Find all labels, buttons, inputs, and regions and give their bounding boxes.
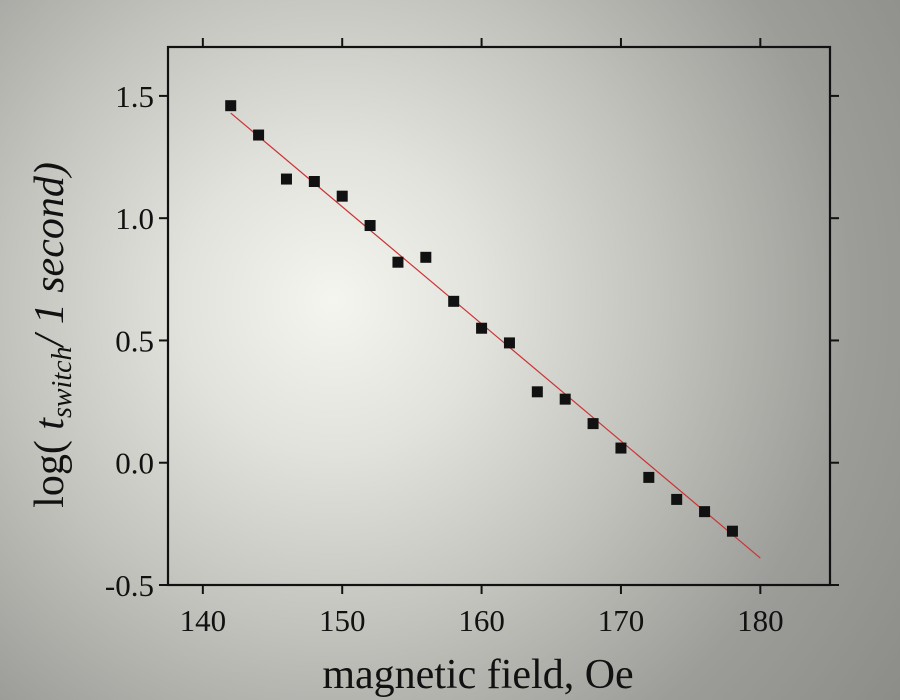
fit-line bbox=[230, 112, 761, 559]
y-tick-label: 1.0 bbox=[115, 201, 154, 236]
y-tick-label: -0.5 bbox=[105, 568, 154, 603]
data-point bbox=[308, 176, 320, 187]
y-tick-label: 0.5 bbox=[115, 323, 154, 358]
x-tick-label: 170 bbox=[598, 603, 645, 638]
data-point bbox=[280, 173, 292, 185]
fit-line-group bbox=[230, 112, 761, 559]
x-tick-label: 160 bbox=[458, 603, 505, 638]
data-point bbox=[420, 251, 432, 263]
x-tick-label: 140 bbox=[180, 603, 227, 638]
x-tick-label: 180 bbox=[737, 603, 784, 638]
data-point bbox=[671, 493, 683, 505]
data-point bbox=[253, 129, 265, 141]
data-point bbox=[336, 190, 348, 202]
y-axis-title: log( tswitch/ 1 second) bbox=[27, 162, 78, 508]
y-axis-title-variable: t bbox=[27, 417, 73, 430]
axis-ticks bbox=[159, 38, 839, 594]
tick-labels: 140 150 160 170 180 -0.5 0.0 0.5 1.0 1.5 bbox=[105, 79, 784, 638]
data-point bbox=[643, 471, 655, 483]
data-point bbox=[615, 442, 627, 454]
data-point bbox=[531, 386, 543, 398]
data-point bbox=[559, 393, 571, 405]
data-point bbox=[225, 100, 237, 112]
data-point bbox=[364, 220, 376, 232]
x-tick-label: 150 bbox=[319, 603, 366, 638]
data-point bbox=[726, 525, 738, 537]
x-axis-title: magnetic field, Oe bbox=[322, 652, 633, 698]
data-point bbox=[448, 295, 460, 307]
y-axis-title-suffix: / 1 second) bbox=[27, 162, 73, 348]
y-tick-label: 0.0 bbox=[115, 446, 154, 481]
data-points bbox=[225, 100, 738, 537]
data-point bbox=[392, 256, 404, 268]
y-axis-title-prefix: log( bbox=[27, 430, 73, 508]
plot-frame bbox=[166, 45, 832, 587]
y-tick-label: 1.5 bbox=[115, 79, 154, 114]
data-point bbox=[699, 506, 711, 518]
y-axis-title-subscript: switch bbox=[47, 346, 78, 418]
plot-area bbox=[166, 45, 832, 587]
data-point bbox=[587, 418, 599, 430]
data-point bbox=[503, 337, 515, 349]
data-point bbox=[476, 322, 488, 334]
